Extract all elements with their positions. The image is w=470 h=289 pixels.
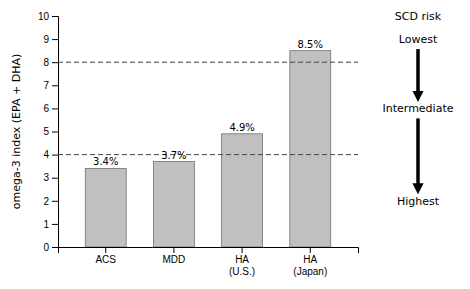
y-tick-label: 2 bbox=[43, 196, 49, 207]
data-label: 3.7% bbox=[161, 150, 186, 161]
x-tick: HA(U.S.) bbox=[229, 247, 255, 277]
x-tick-label: HA(U.S.) bbox=[229, 254, 255, 277]
data-labels: 3.4% 3.7% 4.9% 8.5% bbox=[93, 39, 323, 168]
plot: 0 1 2 3 4 5 6 7 8 9 10 ACS MDD HA(U.S.) HA(Japan) omega… bbox=[10, 10, 454, 277]
y-axis: 0 1 2 3 4 5 6 7 8 9 10 bbox=[38, 11, 59, 253]
y-tick: 0 bbox=[43, 242, 58, 253]
annotation: Lowest bbox=[399, 33, 438, 46]
arrow bbox=[416, 49, 420, 96]
risk-annotations: SCD risk Lowest Intermediate Highest bbox=[383, 10, 454, 208]
y-tick-label: 3 bbox=[43, 172, 49, 183]
reference-line bbox=[58, 62, 358, 63]
y-tick-mark bbox=[52, 62, 58, 63]
y-tick-label: 0 bbox=[43, 242, 49, 253]
y-tick-mark bbox=[52, 16, 58, 17]
x-tick: HA(Japan) bbox=[293, 247, 327, 277]
y-tick: 2 bbox=[43, 196, 58, 207]
x-tick-label: ACS bbox=[95, 254, 116, 265]
x-tick-mark bbox=[173, 247, 174, 253]
y-tick: 5 bbox=[43, 126, 58, 137]
y-tick-mark bbox=[52, 247, 58, 248]
y-tick-label: 9 bbox=[43, 34, 49, 45]
y-tick-mark bbox=[52, 224, 58, 225]
y-tick-label: 10 bbox=[38, 11, 50, 22]
x-tick-label: MDD bbox=[163, 254, 186, 265]
y-tick-label: 8 bbox=[43, 57, 49, 68]
y-tick-label: 1 bbox=[43, 219, 49, 230]
y-axis-title: omega-3 index (EPA + DHA) bbox=[10, 54, 23, 209]
x-axis: ACS MDD HA(U.S.) HA(Japan) bbox=[59, 247, 359, 277]
x-tick-label: HA(Japan) bbox=[293, 254, 327, 277]
y-tick-mark bbox=[52, 201, 58, 202]
x-tick-mark bbox=[242, 247, 243, 253]
y-tick-label: 5 bbox=[43, 126, 49, 137]
y-tick-mark bbox=[52, 155, 58, 156]
data-label: 3.4% bbox=[93, 156, 118, 167]
annotation: Highest bbox=[397, 195, 440, 208]
y-tick: 10 bbox=[38, 11, 58, 22]
x-tick-mark bbox=[105, 247, 106, 253]
x-axis-line bbox=[59, 248, 359, 254]
y-tick-mark bbox=[52, 178, 58, 179]
y-tick: 1 bbox=[43, 219, 58, 230]
bar bbox=[85, 168, 126, 247]
y-axis-line bbox=[52, 17, 59, 248]
data-label: 4.9% bbox=[229, 122, 254, 133]
x-tick: MDD bbox=[163, 247, 186, 265]
y-tick-mark bbox=[52, 39, 58, 40]
y-tick-label: 7 bbox=[43, 80, 49, 91]
bar bbox=[222, 134, 263, 247]
chart: 0 1 2 3 4 5 6 7 8 9 10 ACS MDD HA(U.S.) HA(Japan) omega… bbox=[0, 0, 470, 289]
y-tick: 4 bbox=[43, 149, 58, 160]
x-tick: ACS bbox=[95, 247, 116, 265]
arrow bbox=[416, 118, 420, 188]
bars bbox=[58, 51, 358, 247]
y-tick: 9 bbox=[43, 34, 58, 45]
annotation-title: SCD risk bbox=[395, 10, 442, 23]
y-tick-mark bbox=[52, 132, 58, 133]
x-tick-mark bbox=[310, 247, 311, 253]
y-tick: 3 bbox=[43, 172, 58, 183]
annotation: Intermediate bbox=[383, 102, 454, 115]
bar bbox=[153, 162, 194, 247]
y-tick-mark bbox=[52, 108, 58, 109]
y-tick: 7 bbox=[43, 80, 58, 91]
y-tick-label: 4 bbox=[43, 149, 49, 160]
reference-line bbox=[58, 154, 358, 155]
y-tick: 6 bbox=[43, 103, 58, 114]
bar bbox=[290, 51, 331, 247]
y-tick-label: 6 bbox=[43, 103, 49, 114]
y-tick-mark bbox=[52, 85, 58, 86]
y-tick: 8 bbox=[43, 57, 58, 68]
data-label: 8.5% bbox=[298, 39, 323, 50]
